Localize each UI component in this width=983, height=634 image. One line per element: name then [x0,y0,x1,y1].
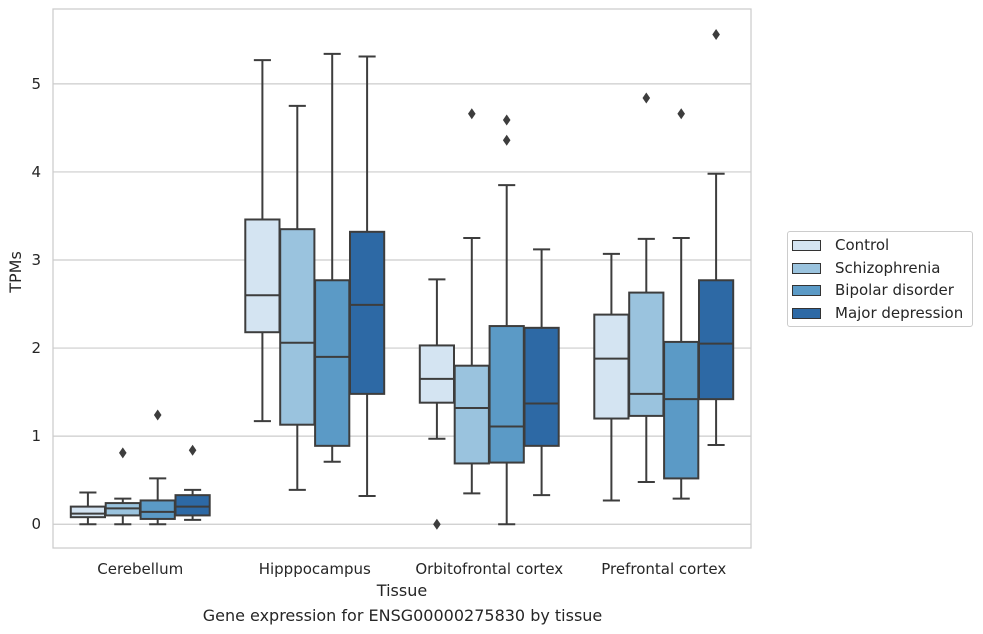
x-axis-label: Tissue [376,581,427,600]
box-hipppocampus-bipolar-disorder [314,52,351,463]
legend-swatch-schizophrenia [792,262,821,274]
box-prefrontal-cortex-bipolar-disorder [663,108,700,500]
iqr-box [628,291,665,417]
y-tick-label-1: 1 [31,427,41,445]
x-tick-label-prefrontal-cortex: Prefrontal cortex [601,560,726,578]
plot-area-frame [52,8,752,549]
legend-label-schizophrenia: Schizophrenia [835,259,941,277]
box-cerebellum-schizophrenia [104,447,141,526]
y-tick-label-5: 5 [31,75,41,93]
box-orbitofrontal-cortex-control [418,278,456,530]
legend: Control Schizophrenia Bipolar disorder M… [787,231,973,327]
legend-item-bipolar-disorder: Bipolar disorder [792,280,954,300]
outlier-point [712,29,720,41]
x-tick-label-orbitofrontal-cortex: Orbitofrontal cortex [415,560,563,578]
legend-swatch-bipolar-disorder [792,284,821,296]
legend-item-schizophrenia: Schizophrenia [792,258,940,278]
legend-swatch-major-depression [792,307,821,319]
box-groups [69,29,735,530]
iqr-box [69,505,107,519]
legend-swatch-control [792,239,821,251]
iqr-box [523,326,560,447]
box-orbitofrontal-cortex-bipolar-disorder [488,114,525,526]
box-cerebellum-bipolar-disorder [139,409,176,526]
outlier-point [502,114,511,126]
box-orbitofrontal-cortex-major-depression [523,248,560,497]
box-prefrontal-cortex-schizophrenia [628,92,665,483]
box-hipppocampus-major-depression [348,55,386,498]
iqr-box [488,325,525,464]
box-hipppocampus-schizophrenia [279,104,316,491]
y-tick-labels: 0 1 2 3 4 5 [31,75,41,533]
legend-label-control: Control [835,236,890,254]
legend-item-control: Control [792,235,889,255]
grid-lines [53,83,751,525]
outlier-point [677,108,685,120]
outlier-point [153,409,162,421]
outlier-point [468,108,476,120]
x-tick-label-cerebellum: Cerebellum [97,560,183,578]
iqr-box [348,230,386,395]
box-cerebellum-major-depression [174,444,211,521]
box-cerebellum-control [69,491,107,526]
box-orbitofrontal-cortex-schizophrenia [453,108,490,495]
iqr-box [314,279,351,447]
y-tick-label-3: 3 [31,251,41,269]
y-tick-label-0: 0 [31,515,41,533]
outlier-point [433,518,441,530]
legend-label-major-depression: Major depression [835,304,964,322]
y-axis-label: TPMs [6,251,25,294]
iqr-box [139,499,176,520]
outlier-point [502,134,511,146]
y-tick-label-2: 2 [31,339,41,357]
outlier-point [642,92,651,104]
box-hipppocampus-control [244,59,281,423]
iqr-box [244,218,281,334]
x-tick-label-hipppocampus: Hipppocampus [259,560,371,578]
outlier-point [188,444,197,456]
figure-caption: Gene expression for ENSG00000275830 by t… [202,606,603,625]
iqr-box [174,494,211,517]
box-prefrontal-cortex-control [593,252,630,502]
y-tick-label-4: 4 [31,163,41,181]
x-tick-labels: Cerebellum Hipppocampus Orbitofrontal cort… [97,560,726,578]
iqr-box [663,340,700,480]
iqr-box [279,228,316,426]
legend-label-bipolar-disorder: Bipolar disorder [835,281,954,299]
box-prefrontal-cortex-major-depression [697,29,735,446]
iqr-box [593,313,630,420]
iqr-box [453,364,490,465]
legend-item-major-depression: Major depression [792,303,963,323]
iqr-box [697,279,735,401]
outlier-point [119,447,127,459]
iqr-box [418,344,456,404]
